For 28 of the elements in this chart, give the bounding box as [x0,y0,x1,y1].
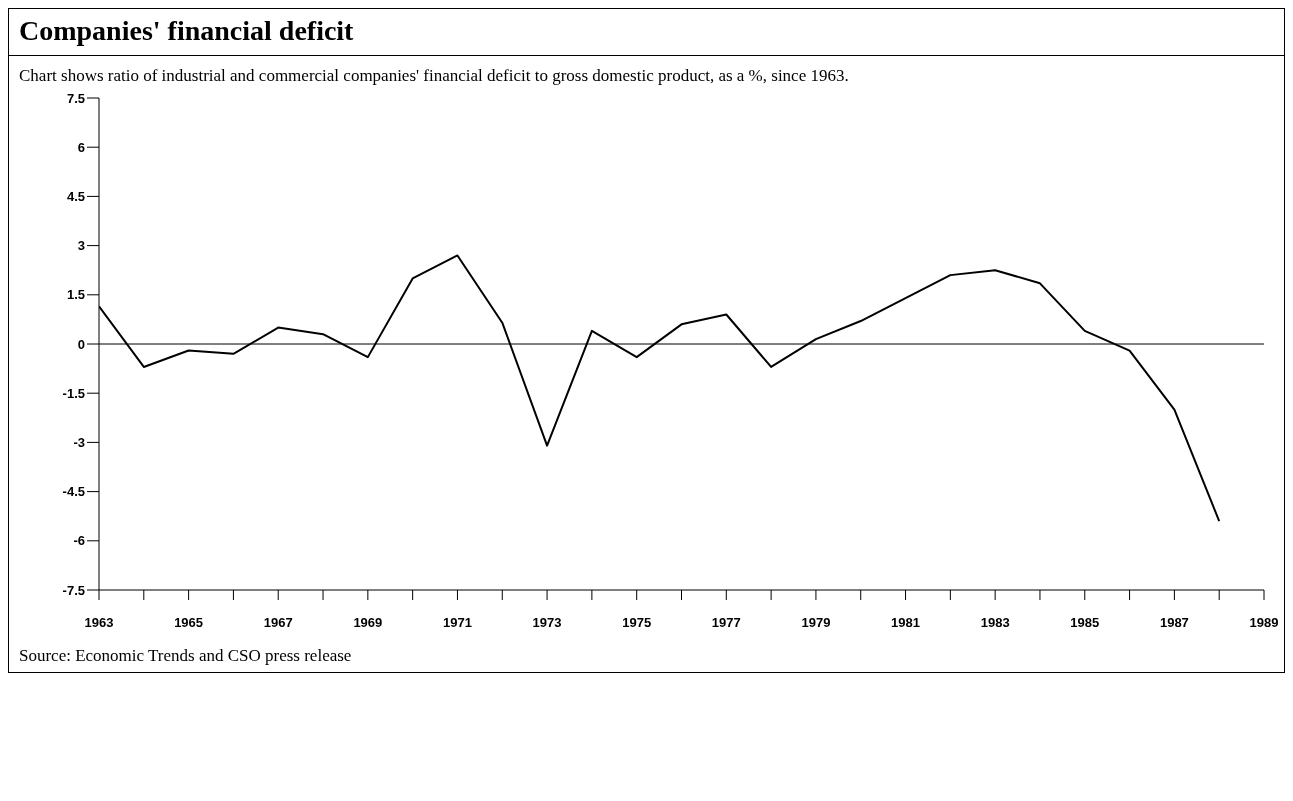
x-tick-label: 1973 [532,615,562,631]
x-tick-label: 1981 [891,615,920,631]
y-tick-label: 0 [77,336,85,352]
x-tick-label: 1977 [711,615,741,631]
y-tick-label: -6 [73,533,85,549]
chart-subtitle: Chart shows ratio of industrial and commercial companies' financial deficit to gross domestic product, as a %, since 1963. [18,65,850,86]
x-tick-label: 1969 [353,615,383,631]
x-tick-label: 1965 [174,615,204,631]
source-note: Source: Economic Trends and CSO press release [19,646,353,666]
x-tick-label: 1963 [84,615,114,631]
x-tick-label: 1967 [263,615,293,631]
x-tick-label: 1983 [980,615,1010,631]
x-tick-label: 1987 [1159,615,1189,631]
y-tick-label: 7.5 [66,90,85,106]
y-tick-label: -7.5 [62,582,85,598]
y-tick-label: 3 [77,238,85,254]
y-tick-label: 1.5 [66,287,85,303]
x-tick-label: 1985 [1070,615,1100,631]
y-tick-label: 4.5 [66,189,85,205]
x-tick-label: 1979 [801,615,831,631]
x-tick-label: 1975 [622,615,652,631]
y-tick-label: -3 [73,435,85,451]
x-tick-label: 1989 [1249,615,1279,631]
y-tick-label: -1.5 [62,385,85,401]
x-tick-label: 1971 [443,615,472,631]
y-tick-label: -4.5 [62,484,85,500]
y-tick-label: 6 [77,139,85,155]
chart-title: Companies' financial deficit [18,14,355,47]
